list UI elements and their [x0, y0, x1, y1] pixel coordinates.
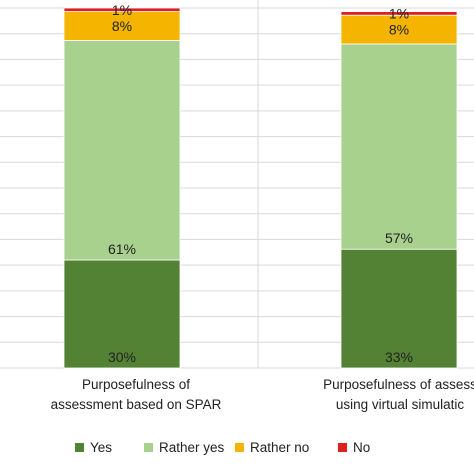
category-tick-label: Purposefulness of assess [323, 377, 474, 392]
legend-entry: No [353, 440, 370, 455]
bar-segment [63, 40, 181, 261]
bars [63, 7, 458, 369]
legend-swatch [235, 443, 244, 452]
bar-segment [63, 7, 181, 12]
legend-entry: Yes [90, 440, 112, 455]
data-label: 8% [112, 18, 132, 34]
value-labels: 30%61%8%1%33%57%8%1% [108, 2, 413, 365]
category-tick-label: Purposefulness of [82, 377, 190, 392]
data-label: 57% [385, 230, 413, 246]
data-label: 61% [108, 241, 136, 257]
category-labels: Purposefulness of assessment based on SPA… [51, 377, 474, 412]
bar-segment [63, 11, 181, 41]
data-label: 1% [112, 2, 132, 18]
legend-entry: Rather no [250, 440, 309, 455]
category-tick-label: using virtual simulatic [336, 397, 465, 412]
bar-segment [340, 43, 458, 250]
legend: Yes Rather yes Rather no No [75, 440, 370, 455]
data-label: 1% [389, 5, 409, 21]
data-label: 8% [389, 22, 409, 38]
data-label: 30% [108, 349, 136, 365]
legend-swatch [75, 443, 84, 452]
bar-segment [340, 11, 458, 16]
legend-swatch [144, 443, 153, 452]
bar-segment [340, 14, 458, 45]
data-label: 33% [385, 349, 413, 365]
bar-segment [63, 259, 181, 369]
bar-segment [340, 248, 458, 369]
legend-swatch [338, 443, 347, 452]
category-tick-label: assessment based on SPAR [51, 397, 222, 412]
legend-entry: Rather yes [159, 440, 225, 455]
